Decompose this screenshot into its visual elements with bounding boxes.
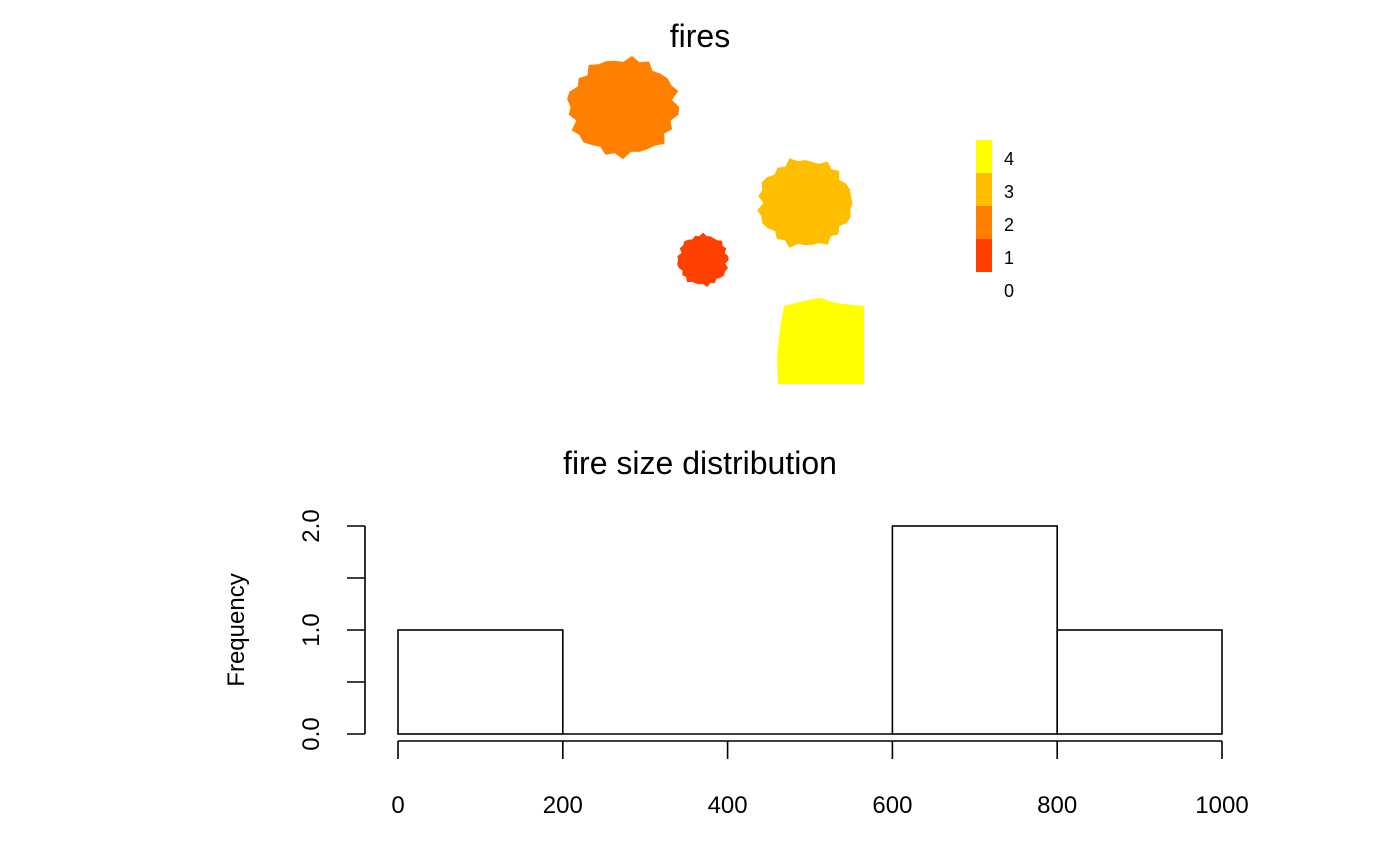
- x-tick-label: 0: [391, 792, 404, 819]
- x-tick-label: 1000: [1195, 792, 1248, 819]
- histogram-bar-0: [397, 629, 564, 735]
- fire-patch-1: [677, 232, 729, 287]
- legend-label-4: 4: [1004, 149, 1014, 169]
- fire-patches: [567, 56, 864, 384]
- y-axis-label: Frequency: [223, 573, 250, 686]
- x-tick-label: 200: [543, 792, 583, 819]
- x-axis: 0 200 400 600 800 1000: [391, 740, 1249, 819]
- y-tick-label: 1.0: [298, 613, 325, 646]
- fire-patch-2: [567, 56, 680, 160]
- legend-swatch-2: [976, 206, 992, 239]
- map-title: fires: [670, 18, 730, 54]
- y-axis: 0.0 1.0 2.0: [298, 509, 366, 751]
- histogram-bars: [397, 525, 1223, 735]
- legend-label-1: 1: [1004, 248, 1014, 268]
- fire-size-histogram: fire size distribution Frequency 0.0 1.0 2…: [223, 445, 1249, 819]
- legend-swatch-3: [976, 173, 992, 206]
- legend-label-0: 0: [1004, 281, 1014, 301]
- map-legend: 4 3 2 1 0: [976, 140, 1014, 301]
- fire-patch-3: [757, 158, 853, 248]
- fires-map: fires 4 3 2 1 0: [567, 18, 1014, 384]
- legend-swatch-1: [976, 239, 992, 272]
- x-tick-label: 600: [872, 792, 912, 819]
- x-tick-label: 400: [708, 792, 748, 819]
- legend-label-3: 3: [1004, 182, 1014, 202]
- x-tick-label: 800: [1037, 792, 1077, 819]
- fire-patch-4: [777, 298, 864, 384]
- histogram-bar-3: [891, 525, 1059, 735]
- histogram-bar-4: [1056, 629, 1223, 735]
- y-tick-label: 2.0: [298, 509, 325, 542]
- histogram-title: fire size distribution: [563, 445, 837, 481]
- legend-swatch-4: [976, 140, 992, 173]
- legend-label-2: 2: [1004, 215, 1014, 235]
- y-tick-label: 0.0: [298, 717, 325, 750]
